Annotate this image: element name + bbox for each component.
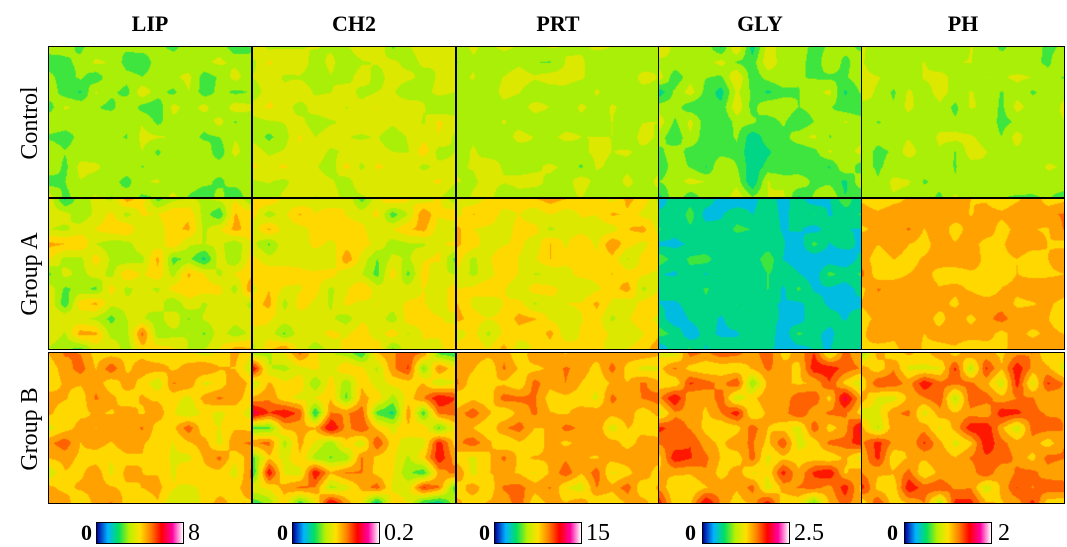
colorbar-max-lip: 8 (188, 520, 200, 546)
heatmap-canvas (862, 353, 1064, 503)
heatmap-panel-group-a-ch2 (252, 198, 456, 350)
heatmap-canvas (457, 47, 659, 197)
colorbar-gly (702, 522, 790, 544)
colorbar-min-prt: 0 (479, 520, 490, 545)
heatmap-canvas (457, 199, 659, 349)
heatmap-panel-control-gly (658, 46, 862, 198)
row-label-group-a: Group A (17, 232, 43, 316)
heatmap-panel-control-lip (48, 46, 252, 198)
colorbar-max-ph: 2 (998, 520, 1010, 546)
heatmap-panel-group-b-lip (48, 352, 252, 504)
column-title-gly: GLY (737, 11, 783, 36)
colorbar-max-prt: 15 (586, 520, 610, 546)
row-label-control: Control (17, 86, 43, 160)
heatmap-canvas (253, 199, 455, 349)
heatmap-canvas (49, 353, 251, 503)
colorbar-max-gly: 2.5 (794, 520, 824, 546)
column-title-ch2: CH2 (332, 11, 376, 36)
colorbar-ph (904, 522, 992, 544)
heatmap-canvas (862, 199, 1064, 349)
heatmap-canvas (49, 199, 251, 349)
heatmap-canvas (253, 353, 455, 503)
heatmap-canvas (862, 47, 1064, 197)
row-label-group-b: Group B (17, 387, 43, 471)
heatmap-panel-group-a-ph (861, 198, 1065, 350)
colorbar-min-lip: 0 (81, 520, 92, 545)
heatmap-panel-control-ch2 (252, 46, 456, 198)
heatmap-panel-group-a-prt (456, 198, 660, 350)
colorbar-max-ch2: 0.2 (384, 520, 414, 546)
heatmap-panel-control-ph (861, 46, 1065, 198)
heatmap-canvas (49, 47, 251, 197)
column-title-prt: PRT (536, 11, 580, 36)
colorbar-ch2 (292, 522, 380, 544)
colorbar-min-ph: 0 (887, 520, 898, 545)
heatmap-panel-group-b-ph (861, 352, 1065, 504)
heatmap-canvas (659, 47, 861, 197)
column-title-lip: LIP (131, 11, 169, 36)
heatmap-panel-group-a-gly (658, 198, 862, 350)
colorbar-prt (494, 522, 582, 544)
heatmap-panel-group-a-lip (48, 198, 252, 350)
heatmap-canvas (457, 353, 659, 503)
heatmap-canvas (659, 353, 861, 503)
colorbar-lip (96, 522, 184, 544)
colorbar-min-ch2: 0 (277, 520, 288, 545)
heatmap-panel-group-b-gly (658, 352, 862, 504)
heatmap-canvas (253, 47, 455, 197)
heatmap-panel-control-prt (456, 46, 660, 198)
heatmap-canvas (659, 199, 861, 349)
heatmap-panel-group-b-prt (456, 352, 660, 504)
colorbar-min-gly: 0 (685, 520, 696, 545)
heatmap-panel-group-b-ch2 (252, 352, 456, 504)
column-title-ph: PH (947, 11, 979, 36)
